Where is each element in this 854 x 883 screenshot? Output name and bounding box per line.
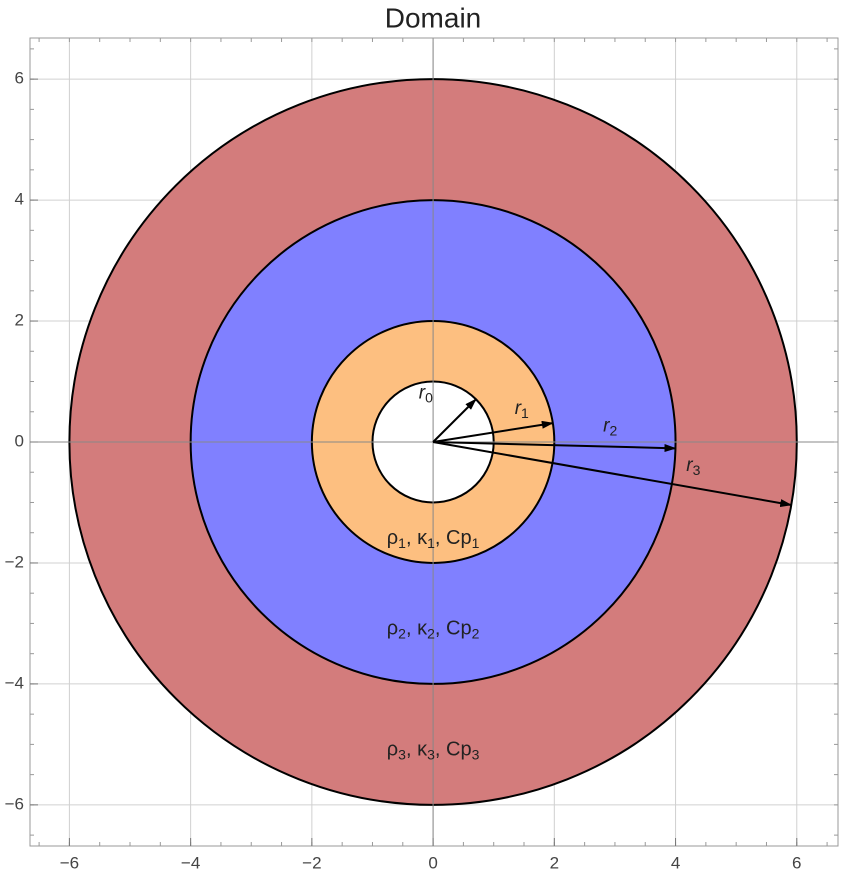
label-part: , Cp: [435, 527, 472, 549]
radius-name: r: [515, 398, 522, 419]
radius-label: r3: [686, 455, 700, 478]
label-subscript: 3: [427, 746, 435, 762]
radius-subscript: 2: [609, 422, 617, 438]
label-subscript: 1: [472, 534, 480, 550]
x-tick-label: 0: [428, 853, 437, 872]
y-tick-label: 2: [15, 311, 24, 330]
label-part: , Cp: [435, 618, 472, 640]
radius-label: r0: [419, 382, 433, 405]
radius-subscript: 3: [693, 462, 701, 478]
label-part: , κ: [406, 618, 428, 640]
region-label: ρ2, κ2, Cp2: [387, 618, 480, 641]
radius-name: r: [686, 455, 693, 476]
x-tick-label: 6: [792, 853, 801, 872]
radius-subscript: 1: [521, 404, 529, 420]
y-tick-label: 4: [15, 190, 24, 209]
y-tick-label: −6: [5, 794, 24, 813]
y-tick-label: 6: [15, 69, 24, 88]
label-subscript: 1: [398, 534, 406, 550]
radius-label: r2: [603, 415, 617, 438]
chart-title: Domain: [385, 2, 481, 33]
y-tick-label: −2: [5, 552, 24, 571]
x-tick-label: 2: [550, 853, 559, 872]
label-part: , Cp: [435, 739, 472, 761]
radius-name: r: [419, 382, 426, 403]
label-part: , κ: [406, 739, 428, 761]
y-tick-label: −4: [5, 673, 24, 692]
radius-arrow: [432, 441, 793, 508]
label-subscript: 3: [472, 746, 480, 762]
label-subscript: 3: [398, 746, 406, 762]
x-tick-label: −2: [302, 853, 321, 872]
radius-arrow: [432, 398, 477, 443]
x-tick-label: 4: [671, 853, 680, 872]
region-label: ρ1, κ1, Cp1: [387, 527, 480, 550]
label-subscript: 2: [398, 625, 406, 641]
label-part: ρ: [387, 618, 398, 640]
label-part: , κ: [406, 527, 428, 549]
label-subscript: 2: [472, 625, 480, 641]
label-part: ρ: [387, 739, 398, 761]
x-tick-label: −4: [181, 853, 200, 872]
radius-subscript: 0: [425, 389, 433, 405]
radius-arrow: [432, 420, 554, 443]
radius-arrow: [433, 441, 677, 453]
label-part: ρ: [387, 527, 398, 549]
y-tick-label: 0: [15, 431, 24, 450]
x-tick-label: −6: [60, 853, 79, 872]
label-subscript: 1: [427, 534, 435, 550]
radius-label: r1: [515, 398, 529, 421]
radius-name: r: [603, 415, 610, 436]
region-label: ρ3, κ3, Cp3: [387, 739, 480, 762]
label-subscript: 2: [427, 625, 435, 641]
